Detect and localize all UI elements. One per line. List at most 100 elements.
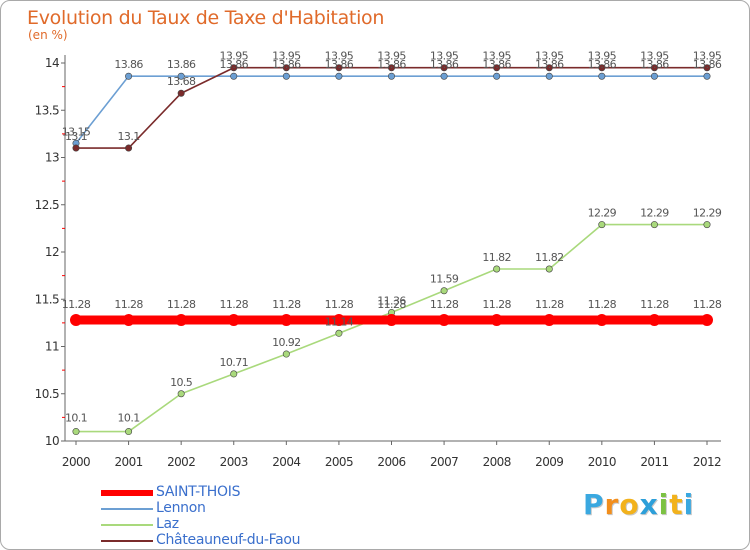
data-point — [493, 265, 501, 273]
data-label: 13.95 — [693, 50, 722, 63]
data-point — [335, 72, 343, 80]
data-point — [650, 221, 658, 229]
x-tick-label: 2010 — [588, 455, 616, 469]
x-tick-label: 2002 — [167, 455, 195, 469]
data-label: 11.36 — [377, 294, 406, 307]
data-point — [122, 314, 135, 327]
data-label: 13.86 — [272, 58, 301, 71]
data-label: 11.28 — [482, 298, 511, 311]
x-tick-label: 2011 — [640, 455, 668, 469]
data-label: 11.28 — [535, 298, 564, 311]
data-point — [438, 314, 451, 327]
data-label: 11.28 — [377, 298, 406, 311]
x-tick-label: 2003 — [220, 455, 248, 469]
data-label: 13.95 — [640, 50, 669, 63]
data-point — [703, 221, 711, 229]
data-label: 13.86 — [377, 58, 406, 71]
data-label: 13.86 — [167, 58, 196, 71]
data-point — [282, 64, 290, 72]
data-label: 10.1 — [118, 412, 140, 425]
data-label: 13.15 — [62, 125, 91, 138]
data-point — [543, 314, 556, 327]
data-point — [650, 72, 658, 80]
data-label: 11.82 — [535, 251, 564, 264]
y-tick-label: 13 — [45, 151, 59, 165]
data-label: 12.29 — [588, 207, 617, 220]
data-point — [282, 72, 290, 80]
data-point — [598, 64, 606, 72]
data-point — [125, 144, 133, 152]
data-label: 13.95 — [535, 50, 564, 63]
data-point — [125, 72, 133, 80]
proxiti-logo: Proxiti — [583, 488, 694, 521]
legend-swatch — [101, 508, 153, 510]
data-label: 13.1 — [118, 130, 140, 143]
x-tick-label: 2005 — [325, 455, 353, 469]
data-point — [72, 428, 80, 436]
y-tick-label: 13.5 — [35, 103, 59, 117]
data-label: 13.95 — [430, 50, 459, 63]
axes — [64, 55, 721, 442]
data-point — [387, 64, 395, 72]
series-lines — [70, 64, 713, 436]
data-label: 12.29 — [640, 207, 669, 220]
data-point — [175, 314, 188, 327]
y-tick-label: 14 — [45, 56, 59, 70]
data-label: 12.29 — [693, 207, 722, 220]
legend-label: Laz — [156, 516, 179, 532]
data-label: 13.1 — [65, 130, 87, 143]
data-labels: 11.28 11.28 11.28 11.28 11.28 11.28 11.28 11.28… — [62, 50, 723, 425]
data-point — [493, 72, 501, 80]
data-point — [332, 314, 345, 327]
data-point — [650, 64, 658, 72]
data-point — [490, 314, 503, 327]
data-label: 11.28 — [62, 298, 91, 311]
data-point — [493, 64, 501, 72]
x-axis-ticks: 2000 2001 2002 2003 2004 2005 2006 2007 2008 2009… — [62, 441, 722, 469]
data-point — [440, 72, 448, 80]
data-point — [230, 370, 238, 378]
legend-swatch — [101, 524, 153, 526]
data-point — [545, 64, 553, 72]
x-tick-label: 2012 — [693, 455, 721, 469]
data-label: 11.28 — [272, 298, 301, 311]
data-label: 10.71 — [220, 356, 249, 369]
data-point — [335, 329, 343, 337]
logo-letter: t — [669, 488, 684, 521]
data-label: 13.95 — [482, 50, 511, 63]
data-point — [335, 64, 343, 72]
data-label: 11.28 — [114, 298, 143, 311]
legend-swatch — [101, 540, 153, 542]
data-label: 13.95 — [588, 50, 617, 63]
logo-letter: i — [658, 488, 670, 521]
data-label: 11.28 — [588, 298, 617, 311]
y-tick-label: 10.5 — [35, 387, 59, 401]
series-line — [76, 223, 707, 433]
data-label: 11.28 — [640, 298, 669, 311]
logo-letter: r — [604, 488, 620, 521]
data-label: 13.95 — [272, 50, 301, 63]
data-point — [387, 72, 395, 80]
data-point — [227, 314, 240, 327]
data-label: 13.86 — [640, 58, 669, 71]
data-label: 13.86 — [430, 58, 459, 71]
data-point — [701, 314, 713, 327]
data-point — [598, 72, 606, 80]
x-tick-label: 2009 — [535, 455, 563, 469]
data-label: 10.92 — [272, 336, 301, 349]
data-label: 13.95 — [377, 50, 406, 63]
data-point — [385, 314, 398, 327]
data-point — [72, 144, 80, 152]
data-point — [230, 64, 238, 72]
data-point — [230, 72, 238, 80]
x-tick-label: 2004 — [272, 455, 300, 469]
data-point — [177, 89, 185, 97]
data-label: 13.95 — [325, 50, 354, 63]
y-tick-label: 11.5 — [35, 292, 59, 306]
data-point — [545, 72, 553, 80]
x-tick-label: 2000 — [62, 455, 90, 469]
x-tick-label: 2007 — [430, 455, 458, 469]
y-tick-label: 12 — [45, 245, 59, 259]
